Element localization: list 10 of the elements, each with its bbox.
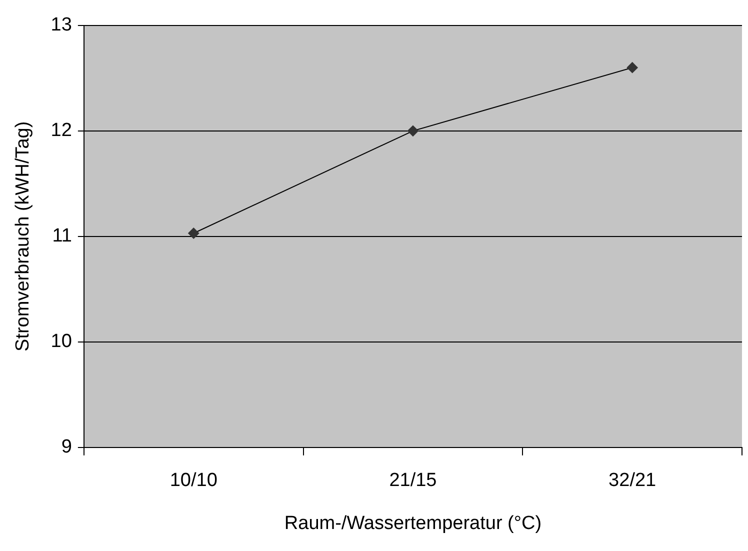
y-tick-label: 13 (50, 14, 72, 36)
x-tick-label: 21/15 (389, 470, 437, 492)
y-axis-title: Stromverbrauch (kWH/Tag) (12, 121, 34, 352)
x-axis-title: Raum-/Wassertemperatur (°C) (284, 512, 542, 534)
x-tick-label: 10/10 (170, 470, 218, 492)
y-tick-label: 9 (61, 436, 72, 458)
x-tick-label: 32/21 (608, 470, 656, 492)
y-tick-label: 12 (50, 120, 72, 142)
y-tick-label: 10 (50, 331, 72, 352)
y-tick-label: 11 (52, 226, 72, 247)
